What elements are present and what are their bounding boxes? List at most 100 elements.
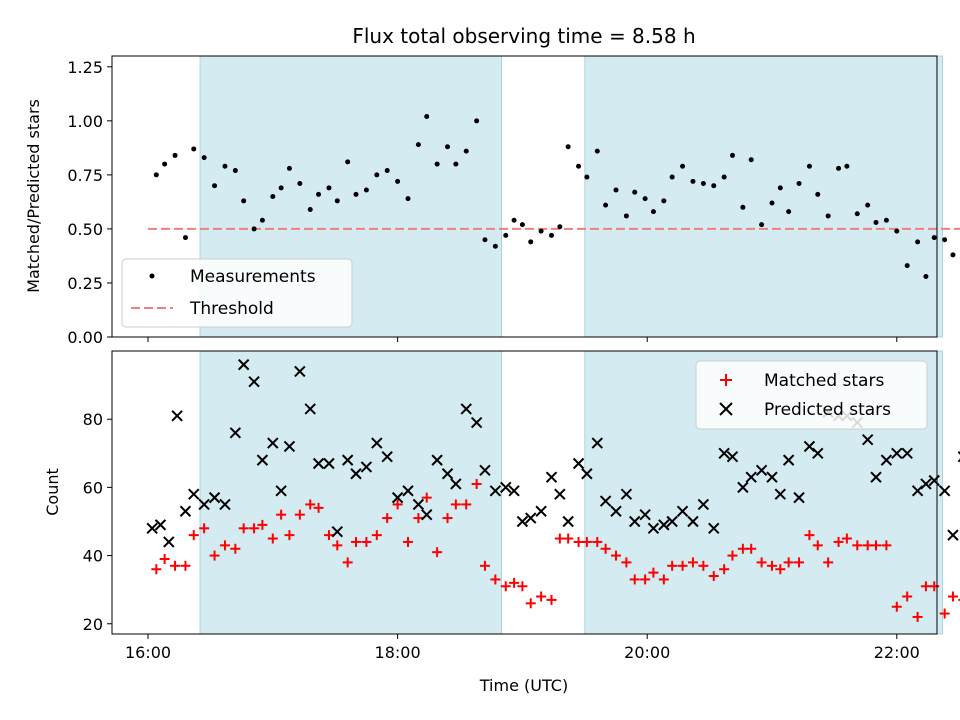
predicted-star-point-stroke: [793, 491, 805, 504]
matched-star-point: [611, 550, 621, 561]
measurement-point: [153, 172, 159, 178]
matched-star-point: [823, 557, 834, 568]
predicted-star-point-stroke: [880, 454, 893, 466]
matched-star-point: [640, 574, 651, 585]
predicted-star-point: [391, 491, 404, 504]
measurements-legend-label: Measurements: [190, 267, 316, 287]
matched-star-point: [546, 594, 557, 605]
predicted-star-point-stroke: [535, 505, 547, 517]
predicted-star-point-stroke: [666, 515, 678, 528]
measurement-point: [576, 163, 582, 169]
predicted-star-point: [666, 515, 678, 528]
matched-star-point: [658, 574, 669, 585]
predicted-star-point-stroke: [545, 471, 558, 483]
predicted-star-point: [599, 495, 612, 507]
matched-star-point: [912, 611, 923, 622]
predicted-star-point: [737, 481, 749, 494]
predicted-star-point: [371, 437, 383, 449]
matched-star-point: [756, 557, 767, 568]
predicted-star-point: [687, 515, 699, 528]
measurement-point: [326, 185, 332, 191]
predicted-star-point-stroke: [774, 488, 787, 500]
matched-star-point: [852, 540, 863, 551]
measurement-point: [345, 159, 351, 165]
matched-star-point: [151, 564, 162, 575]
measurement-point: [729, 152, 735, 158]
measurement-point: [286, 165, 292, 171]
matched-star-point: [727, 550, 738, 561]
measurement-point: [632, 189, 638, 195]
measurement-point: [316, 191, 322, 197]
predicted-star-point-stroke: [737, 481, 749, 494]
predicted-star-point: [441, 468, 454, 480]
measurement-point: [182, 235, 188, 241]
predicted-star-point: [947, 529, 959, 541]
matched-star-point: [902, 591, 913, 602]
predicted-star-point: [554, 488, 566, 500]
measurement-point: [201, 155, 207, 161]
predicted-star-point: [229, 427, 242, 439]
measurement-point: [191, 146, 197, 152]
measurement-point: [594, 148, 600, 154]
matched-star-point: [442, 513, 453, 524]
predicted-star-point: [219, 498, 231, 511]
predicted-star-point-stroke: [508, 485, 520, 497]
measurement-point: [777, 185, 783, 191]
y-tick-label: 20: [83, 615, 103, 634]
predicted-star-point: [188, 488, 200, 500]
predicted-star-point-stroke: [718, 447, 730, 459]
predicted-star-point-stroke: [360, 461, 373, 473]
predicted-star-point-stroke: [516, 515, 529, 528]
matched-star-point: [276, 509, 287, 520]
predicted-star-point-stroke: [412, 498, 425, 511]
predicted-star-point-stroke: [198, 498, 210, 511]
predicted-star-point-stroke: [350, 468, 362, 480]
predicted-star-point: [460, 403, 472, 415]
predicted-star-point: [402, 485, 414, 497]
predicted-star-point-stroke: [371, 437, 383, 449]
matched-star-point: [525, 598, 536, 609]
predicted-star-point: [581, 468, 593, 480]
matched-star-point: [794, 557, 805, 568]
matched-star-point: [305, 499, 316, 510]
predicted-star-point: [381, 450, 393, 463]
measurement-point: [865, 202, 871, 208]
y-tick-label: 0.00: [67, 328, 103, 347]
predicted-star-point: [639, 508, 651, 521]
matched-star-point: [238, 523, 249, 534]
measurement-point: [307, 206, 313, 212]
predicted-star-point-stroke: [928, 474, 940, 487]
predicted-star-point-stroke: [460, 403, 472, 415]
matched-star-point: [170, 560, 181, 571]
matched-star-point: [600, 543, 611, 554]
measurement-point: [873, 219, 879, 225]
measurement-point: [721, 174, 727, 180]
measurement-point: [557, 224, 563, 230]
matched-star-point: [833, 536, 844, 547]
matched-star-point: [332, 540, 343, 551]
matched-star-point: [450, 499, 461, 510]
predicted-stars-legend-marker: [719, 402, 733, 416]
predicted-star-point: [470, 416, 483, 429]
matched-star-point: [159, 553, 170, 564]
measurement-point: [172, 152, 178, 158]
predicted-star-point-stroke: [803, 440, 816, 453]
predicted-star-point-stroke: [431, 454, 443, 466]
matched-star-point: [284, 530, 295, 541]
predicted-star-point: [535, 505, 547, 517]
predicted-star-point: [880, 454, 893, 466]
matched-star-point: [267, 533, 278, 544]
matched-star-point: [621, 557, 632, 568]
predicted-star-point: [562, 515, 574, 528]
predicted-star-point: [208, 491, 221, 504]
measurement-point: [883, 217, 889, 223]
matched-stars-legend-marker: [720, 374, 732, 386]
predicted-star-point-stroke: [647, 522, 660, 535]
predicted-star-point: [629, 515, 641, 528]
predicted-star-point-stroke: [171, 410, 183, 422]
matched-star-point: [698, 560, 709, 571]
predicted-star-point: [256, 454, 269, 466]
predicted-star-point-stroke: [687, 515, 699, 528]
measurement-point: [711, 183, 717, 189]
predicted-star-point-stroke: [312, 457, 325, 470]
